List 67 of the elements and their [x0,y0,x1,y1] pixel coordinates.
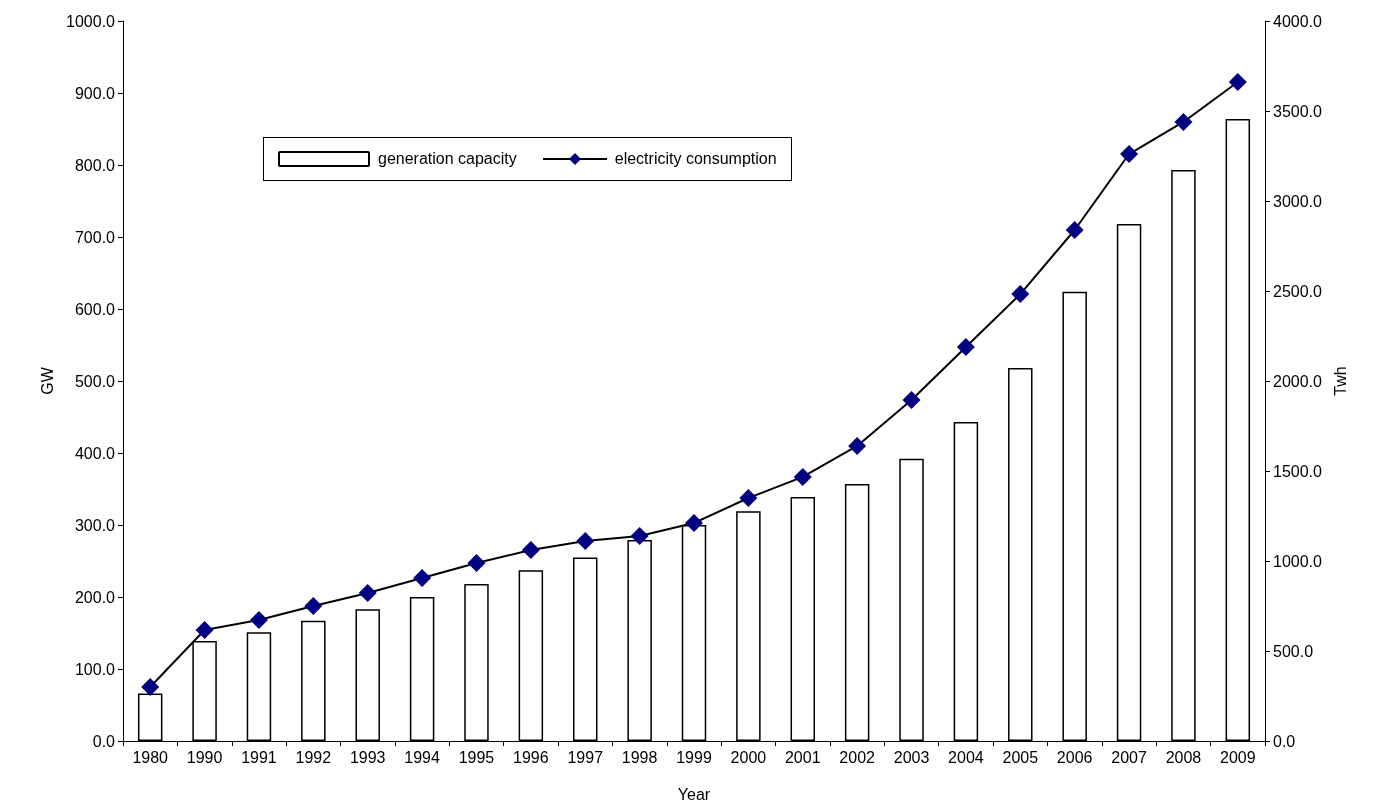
y-tick-label: 0.0 [92,732,116,750]
x-axis-title: Year [677,785,711,803]
x-tick-label: 1999 [676,748,712,766]
y-tick-label: 500.0 [74,372,116,390]
x-tick-label: 2006 [1056,748,1093,766]
point [1228,73,1247,92]
y-tick-label: 900.0 [74,84,116,102]
x-tick-label: 2003 [893,748,930,766]
x-tick-label: 1991 [241,748,277,766]
y-tick-label: 400.0 [74,444,116,462]
y-tick-label: 200.0 [74,588,116,606]
point [358,584,377,603]
x-tick-label: 1993 [349,748,386,766]
point [902,391,921,410]
point [1120,145,1139,164]
point [956,337,975,356]
point [304,597,323,615]
x-tick-label: 2005 [1002,748,1039,766]
point [793,467,812,486]
legend-label: electricity consumption [614,150,777,168]
y-tick-label: 100.0 [74,660,116,678]
point [739,489,758,507]
y2-tick-label: 4000.0 [1273,12,1323,30]
x-tick-label: 2004 [948,748,984,766]
y-tick-label: 700.0 [74,228,116,246]
point [848,436,867,455]
y-axis-title: GW [38,366,56,395]
x-tick-label: 1990 [186,748,223,766]
point [249,611,268,630]
x-tick-label: 2008 [1165,748,1202,766]
point [1011,285,1030,304]
point [1174,112,1193,131]
y-tick-label: 1000.0 [66,12,116,30]
x-tick-label: 2001 [784,748,821,766]
y2-tick-label: 2500.0 [1273,282,1323,300]
x-tick-label: 1997 [567,748,604,766]
point [521,541,540,560]
y2-tick-label: 1500.0 [1273,462,1323,480]
y2-tick-label: 1000.0 [1273,552,1323,570]
x-tick-label: 1980 [132,748,169,766]
text: generation capacity [378,150,517,168]
point [685,514,703,533]
x-tick-label: 1998 [621,748,658,766]
point [195,620,214,639]
y-tick-label: 800.0 [74,156,116,174]
x-tick-label: 2009 [1220,748,1256,766]
x-tick-label: 1995 [458,748,495,766]
point [630,526,649,545]
y2-tick-label: 0.0 [1273,732,1296,750]
point [467,553,486,572]
point [141,678,160,696]
y2-axis-title: Twh [1332,366,1350,396]
y-tick-label: 300.0 [74,516,116,534]
y2-tick-label: 3500.0 [1273,102,1323,120]
x-tick-label: 2007 [1111,748,1147,766]
point [413,568,432,587]
y2-tick-label: 3000.0 [1273,192,1323,210]
x-tick-label: 1996 [513,748,549,766]
point [1065,220,1084,239]
y-tick-label: 600.0 [74,300,116,318]
x-tick-label: 2002 [839,748,876,766]
point [576,532,595,551]
y2-tick-label: 500.0 [1273,642,1314,660]
x-tick-label: 1992 [295,748,332,766]
x-tick-label: 2000 [730,748,767,766]
x-tick-label: 1994 [404,748,440,766]
y2-tick-label: 2000.0 [1273,372,1323,390]
